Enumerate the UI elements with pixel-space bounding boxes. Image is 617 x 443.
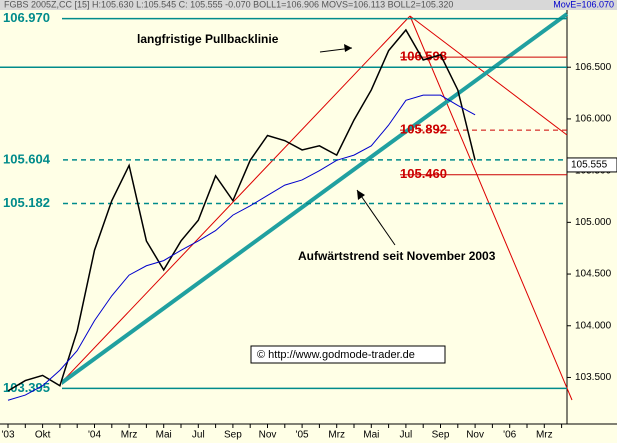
level-label-bg [0,151,62,168]
x-tick-label: Mrz [536,430,553,441]
level-label: 106.970 [3,10,50,25]
x-tick-label: Okt [35,430,51,441]
y-tick-label: 106.000 [575,114,612,125]
x-tick-label: '03 [1,430,14,441]
arrow [356,189,396,246]
level-label: 103.395 [3,380,50,395]
x-tick-label: Mai [363,430,379,441]
pullback-line [59,15,411,385]
arrow-head [344,44,352,52]
level-label-bg [0,195,62,212]
y-tick-label: 106.500 [575,62,612,73]
x-tick-label: Sep [224,430,242,441]
resistance-line [409,15,568,136]
x-tick-label: '05 [296,430,309,441]
level-label-bg [0,380,62,397]
x-tick-label: Mai [156,430,172,441]
x-tick-label: '06 [503,430,516,441]
header: FGBS 2005Z,CC [15] H:105.630 L:105.545 C… [4,0,453,9]
last-price-label: 105.555 [571,160,608,171]
header-right: MovE=106.070 [553,0,614,9]
level-label: 105.892 [400,122,447,137]
annotation: Aufwärtstrend seit November 2003 [298,249,496,263]
y-tick-label: 104.500 [575,269,612,280]
level-label: 105.604 [3,151,51,166]
header-bar [0,0,617,10]
arrow-head [357,190,365,200]
x-tick-label: '04 [88,430,101,441]
trend-line [58,12,569,386]
x-tick-label: Nov [259,430,277,441]
x-tick-label: Sep [432,430,450,441]
y-tick-label: 105.000 [575,217,612,228]
level-label: 106.598 [400,49,447,64]
x-tick-label: Jul [400,430,413,441]
level-label: 105.460 [400,166,447,181]
y-tick-label: 104.000 [575,320,612,331]
annotation: langfristige Pullbacklinie [137,32,279,46]
x-tick-label: Mrz [121,430,138,441]
x-tick-label: Mrz [328,430,345,441]
resistance-line [409,15,573,401]
annotation: © http://www.godmode-trader.de [257,349,415,361]
level-label-bg [0,10,62,27]
x-tick-label: Nov [466,430,484,441]
last-price-box [566,157,617,173]
y-tick-label: 103.500 [575,372,612,383]
x-tick-label: Jul [192,430,205,441]
copyright-box [250,345,446,364]
level-label: 105.182 [3,195,50,210]
price-line [7,94,476,401]
price-line [7,28,476,392]
